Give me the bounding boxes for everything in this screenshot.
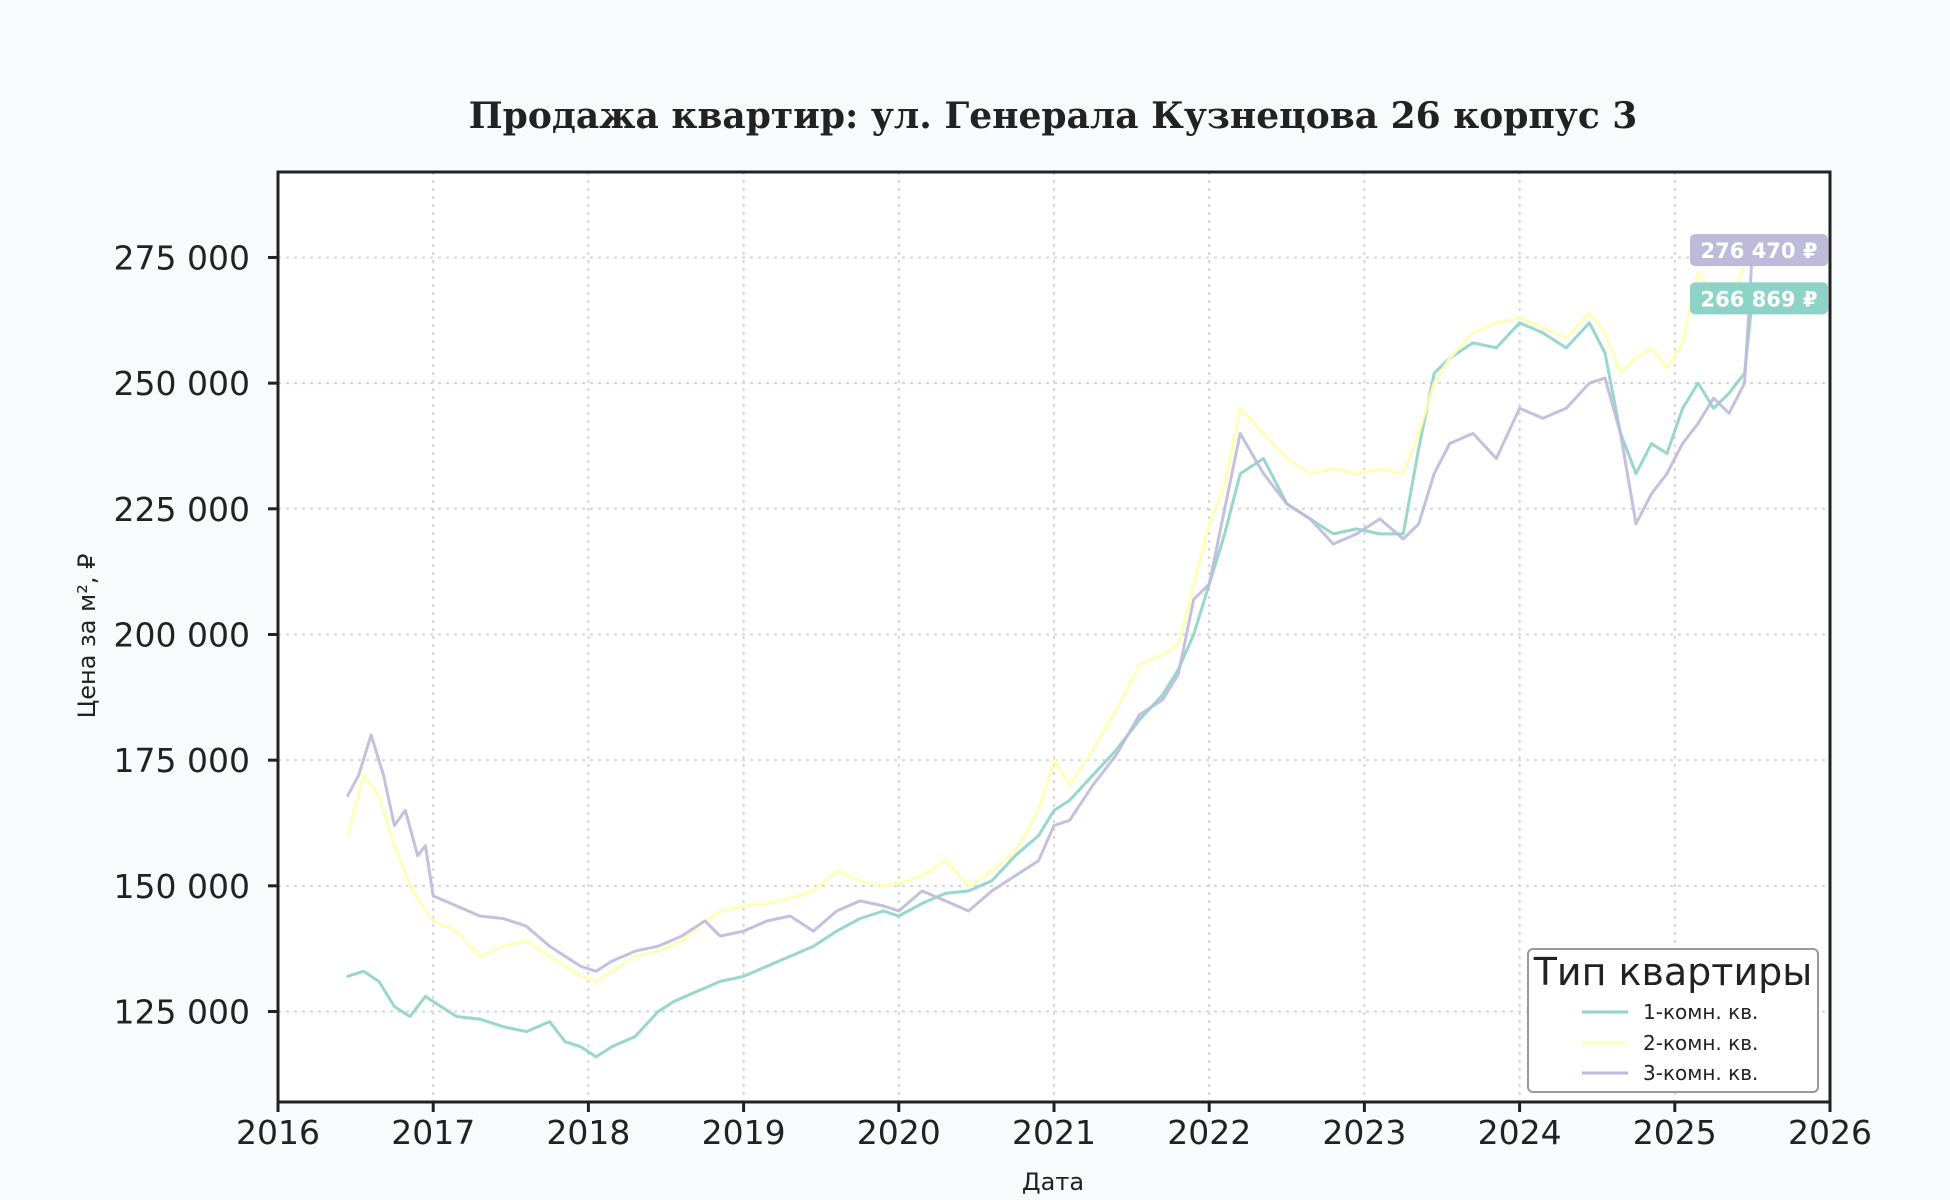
series-line-3-room — [346, 248, 1754, 973]
axis-ticks: 2016 2017 2018 2019 2020 2021 2022 2023 2024 2025… — [114, 238, 1872, 1152]
x-tick-label: 2024 — [1478, 1113, 1562, 1152]
y-tick-label: 200 000 — [114, 615, 250, 654]
end-label-badge — [1690, 282, 1828, 315]
end-label-text: 266 869 ₽ — [1701, 287, 1818, 311]
x-tick-label: 2025 — [1633, 1113, 1717, 1152]
x-tick-label: 2021 — [1012, 1113, 1096, 1152]
y-tick-label: 275 000 — [114, 238, 250, 277]
series-lines — [346, 248, 1754, 1059]
y-tick-label: 225 000 — [114, 490, 250, 529]
end-label-text: 276 470 ₽ — [1701, 239, 1818, 263]
legend-title: Тип квартиры — [1533, 950, 1813, 994]
x-tick-label: 2018 — [546, 1113, 630, 1152]
x-tick-label: 2019 — [702, 1113, 786, 1152]
x-tick-label: 2022 — [1167, 1113, 1251, 1152]
legend-label-2-room: 2-комн. кв. — [1643, 1031, 1758, 1055]
plot-area: 2016 2017 2018 2019 2020 2021 2022 2023 2024 2025… — [114, 170, 1872, 1152]
legend-label-3-room: 3-комн. кв. — [1643, 1061, 1758, 1085]
x-tick-label: 2026 — [1788, 1113, 1872, 1152]
series-line-2-room — [346, 250, 1754, 983]
legend-label-1-room: 1-комн. кв. — [1643, 1000, 1758, 1024]
legend: Тип квартиры 1-комн. кв. 2-комн. кв. 3-к… — [1527, 948, 1819, 1093]
y-tick-label: 250 000 — [114, 364, 250, 403]
x-axis-label: Дата — [1022, 1168, 1084, 1196]
chart-title: Продажа квартир: ул. Генерала Кузнецова … — [469, 95, 1638, 137]
series-line-1-room — [346, 296, 1754, 1059]
y-tick-label: 150 000 — [114, 867, 250, 906]
end-value-labels: 276 470 ₽ 266 869 ₽ — [1690, 234, 1828, 315]
x-tick-label: 2020 — [857, 1113, 941, 1152]
y-tick-label: 125 000 — [114, 993, 250, 1032]
legend-box — [1527, 948, 1819, 1093]
end-label-badge — [1690, 234, 1828, 267]
y-tick-label: 175 000 — [114, 741, 250, 780]
x-tick-label: 2017 — [391, 1113, 475, 1152]
y-axis-label: Цена за м², ₽ — [73, 554, 101, 719]
x-tick-label: 2023 — [1322, 1113, 1406, 1152]
x-tick-label: 2016 — [236, 1113, 320, 1152]
